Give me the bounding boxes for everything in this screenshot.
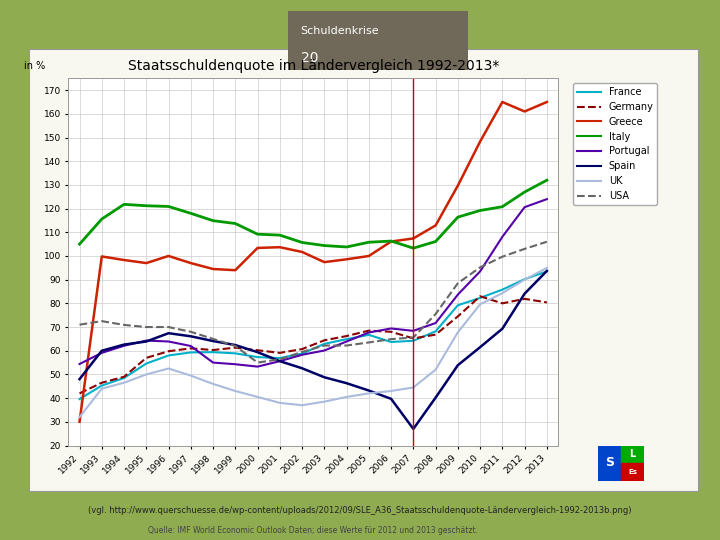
Text: Quelle: IMF World Economic Outlook Daten; diese Werte für 2012 und 2013 geschätz: Quelle: IMF World Economic Outlook Daten… <box>148 526 478 535</box>
Legend: France, Germany, Greece, Italy, Portugal, Spain, UK, USA: France, Germany, Greece, Italy, Portugal… <box>572 83 657 205</box>
Bar <box>598 446 621 481</box>
Bar <box>621 446 644 463</box>
Text: S: S <box>605 456 613 469</box>
Title: Staatsschuldenquote im Ländervergleich 1992-2013*: Staatsschuldenquote im Ländervergleich 1… <box>127 59 499 73</box>
Text: L: L <box>629 449 636 460</box>
Text: in %: in % <box>24 61 45 71</box>
Text: Es: Es <box>628 469 637 475</box>
Text: Schuldenkrise: Schuldenkrise <box>301 25 379 36</box>
Text: (vgl. http://www.querschuesse.de/wp-content/uploads/2012/09/SLE_A36_Staatsschuld: (vgl. http://www.querschuesse.de/wp-cont… <box>89 506 631 515</box>
Text: 20: 20 <box>301 51 318 65</box>
Bar <box>621 463 644 481</box>
